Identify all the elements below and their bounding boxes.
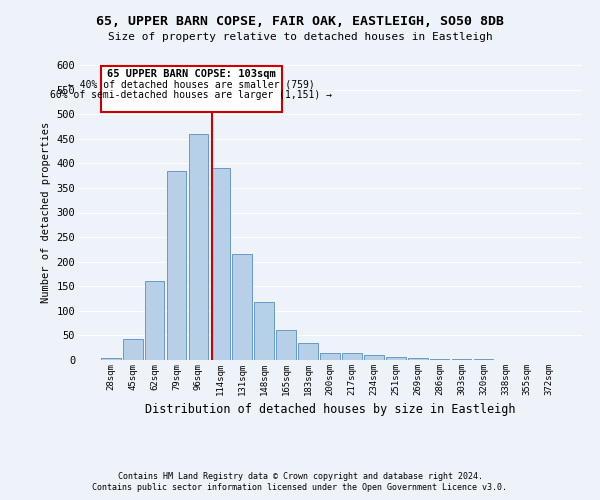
Text: Contains public sector information licensed under the Open Government Licence v3: Contains public sector information licen… — [92, 484, 508, 492]
Text: 65 UPPER BARN COPSE: 103sqm: 65 UPPER BARN COPSE: 103sqm — [107, 69, 276, 79]
Bar — [473, 359, 493, 360]
Bar — [298, 343, 318, 360]
Text: 65, UPPER BARN COPSE, FAIR OAK, EASTLEIGH, SO50 8DB: 65, UPPER BARN COPSE, FAIR OAK, EASTLEIG… — [96, 15, 504, 28]
Text: Size of property relative to detached houses in Eastleigh: Size of property relative to detached ho… — [107, 32, 493, 42]
Bar — [254, 302, 274, 360]
Bar — [232, 254, 252, 360]
Bar — [145, 282, 164, 360]
Bar — [188, 134, 208, 360]
Bar — [386, 356, 406, 360]
Bar — [320, 353, 340, 360]
Bar — [167, 170, 187, 360]
Bar — [430, 358, 449, 360]
Text: ← 40% of detached houses are smaller (759): ← 40% of detached houses are smaller (75… — [68, 80, 315, 90]
Bar — [408, 358, 428, 360]
Bar — [276, 330, 296, 360]
Bar — [452, 358, 472, 360]
Bar — [211, 168, 230, 360]
Bar — [342, 353, 362, 360]
Bar — [123, 340, 143, 360]
X-axis label: Distribution of detached houses by size in Eastleigh: Distribution of detached houses by size … — [145, 404, 515, 416]
Bar — [101, 66, 282, 112]
Y-axis label: Number of detached properties: Number of detached properties — [41, 122, 51, 303]
Bar — [101, 358, 121, 360]
Bar — [364, 355, 384, 360]
Text: Contains HM Land Registry data © Crown copyright and database right 2024.: Contains HM Land Registry data © Crown c… — [118, 472, 482, 481]
Text: 60% of semi-detached houses are larger (1,151) →: 60% of semi-detached houses are larger (… — [50, 90, 332, 101]
